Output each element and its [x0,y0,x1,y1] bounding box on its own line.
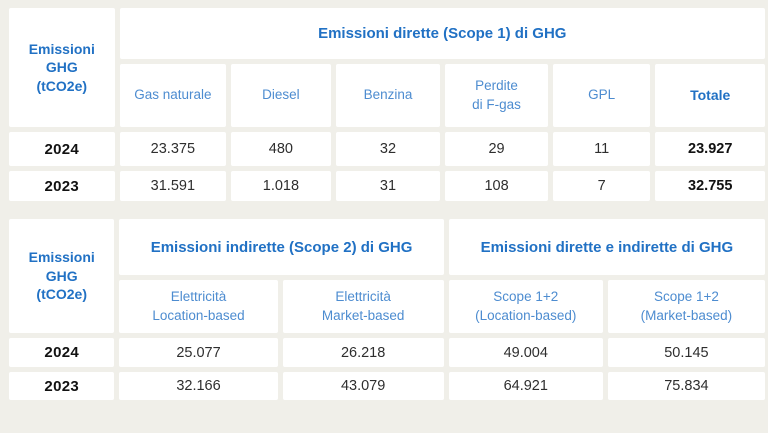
scope1-2023-perdite-f-gas-value: 108 [445,171,548,201]
scope1-col-header-diesel: Diesel [231,64,331,127]
scope1-2024-diesel-value: 480 [231,132,331,166]
scope2-2024-elettricita-location-based-value: 25.077 [119,338,278,367]
scope2-group-header-dirette-indirette: Emissioni dirette e indirette di GHG [448,219,765,275]
scope2-and-totals-emissions-table: Emissioni GHG (tCO2e) Emissioni indirett… [9,219,765,400]
scope1-col-header-gpl: GPL [552,64,651,127]
scope1-2023-diesel-value: 1.018 [231,171,331,201]
scope2-2023-elettricita-location-based-value: 32.166 [119,372,278,400]
scope2-2024-scope1-2-location-based-value: 49.004 [448,338,603,367]
scope1-group-header: Emissioni dirette (Scope 1) di GHG [119,8,765,59]
scope1-2023-benzina-value: 31 [335,171,441,201]
scope2-2024-elettricita-market-based-value: 26.218 [282,338,444,367]
scope2-group-header-indirette: Emissioni indirette (Scope 2) di GHG [119,219,444,275]
scope2-col-header-scope1-2-location-based: Scope 1+2 (Location-based) [448,280,603,333]
scope2-2023-scope1-2-location-based-value: 64.921 [448,372,603,400]
scope1-2023-year-cell: 2023 [9,171,115,201]
scope1-2024-gas-naturale-value: 23.375 [119,132,227,166]
scope1-2024-perdite-f-gas-value: 29 [445,132,548,166]
scope2-2023-elettricita-market-based-value: 43.079 [282,372,444,400]
scope2-row-axis-header: Emissioni GHG (tCO2e) [9,219,115,333]
scope1-col-header-benzina: Benzina [335,64,441,127]
scope1-2023-totale-value: 32.755 [655,171,765,201]
scope2-2024-year-cell: 2024 [9,338,115,367]
scope1-col-header-gas-naturale: Gas naturale [119,64,227,127]
scope2-2023-year-cell: 2023 [9,372,115,400]
scope1-2023-gas-naturale-value: 31.591 [119,171,227,201]
scope1-col-header-totale: Totale [655,64,765,127]
scope2-col-header-scope1-2-market-based: Scope 1+2 (Market-based) [607,280,765,333]
scope1-row-axis-header: Emissioni GHG (tCO2e) [9,8,115,127]
scope2-col-header-elettricita-location-based: Elettricità Location-based [119,280,278,333]
scope1-2024-totale-value: 23.927 [655,132,765,166]
scope1-2024-gpl-value: 11 [552,132,651,166]
scope2-2024-scope1-2-market-based-value: 50.145 [607,338,765,367]
scope1-2024-benzina-value: 32 [335,132,441,166]
scope2-col-header-elettricita-market-based: Elettricità Market-based [282,280,444,333]
scope1-emissions-table: Emissioni GHG (tCO2e) Emissioni dirette … [9,8,765,201]
scope2-2023-scope1-2-market-based-value: 75.834 [607,372,765,400]
scope1-2024-year-cell: 2024 [9,132,115,166]
scope1-col-header-perdite-f-gas: Perdite di F-gas [445,64,548,127]
scope1-2023-gpl-value: 7 [552,171,651,201]
